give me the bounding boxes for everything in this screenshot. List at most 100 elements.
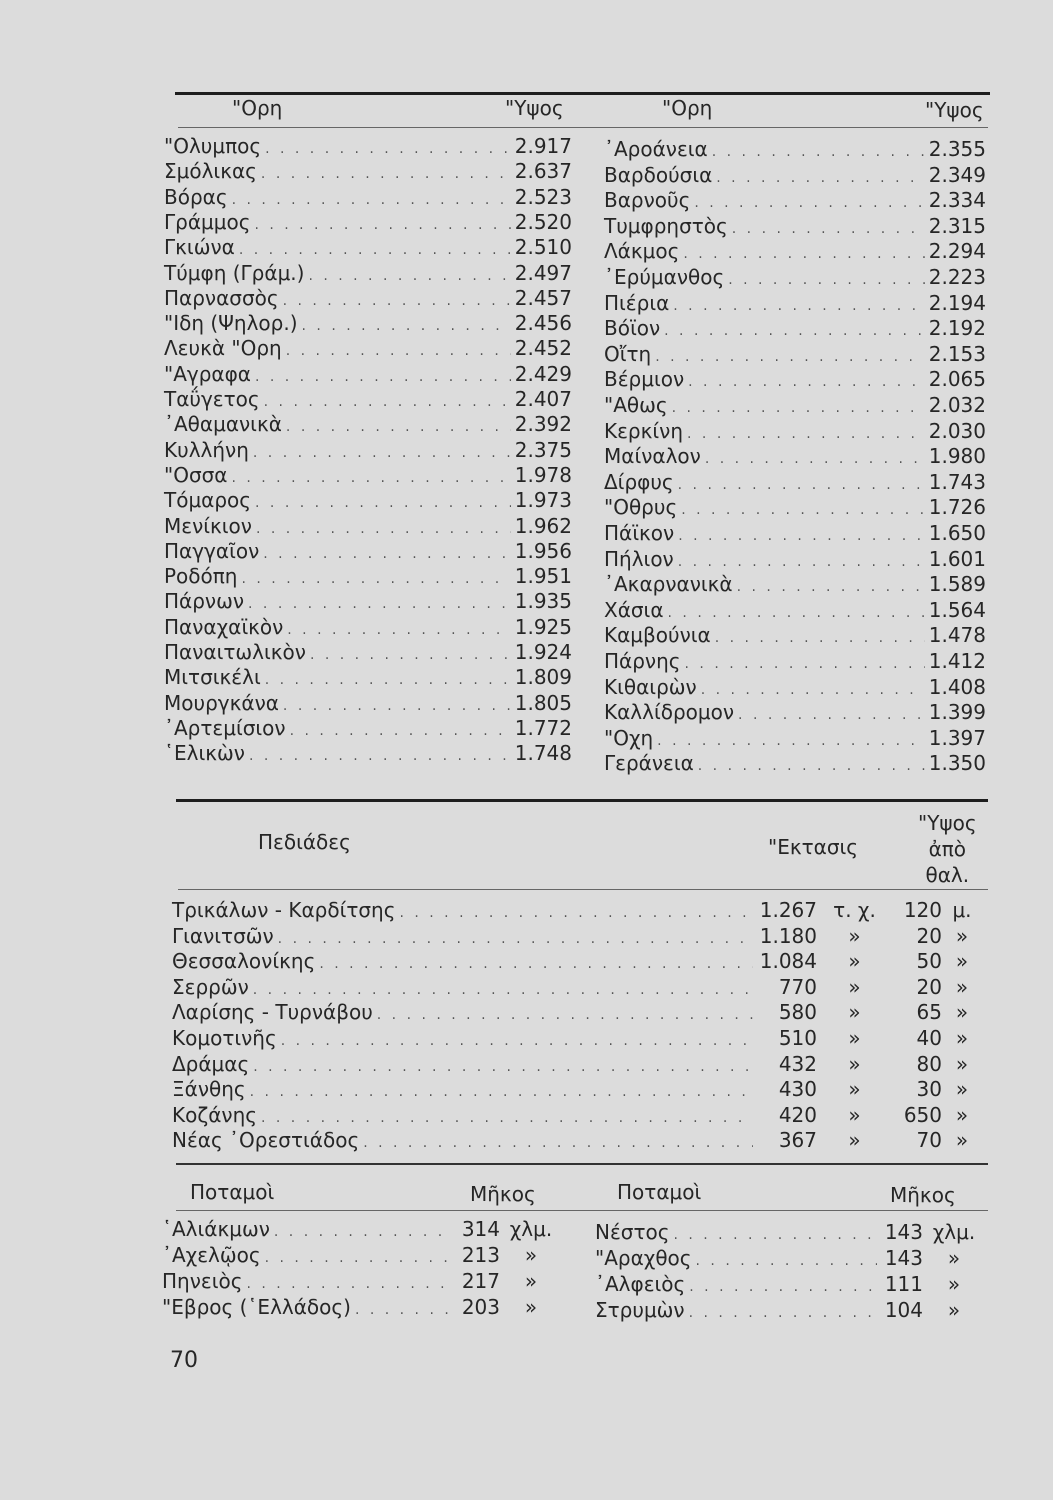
plain-row: Κομοτινῆς 510 » 40 » — [172, 1026, 982, 1051]
altitude-unit: » — [955, 974, 969, 999]
mountain-height: 2.510 — [514, 235, 572, 260]
mountain-name: "Οσσα — [164, 462, 228, 487]
mountain-name: ᾿Ακαρνανικὰ — [604, 572, 733, 597]
mountain-height: 2.407 — [514, 387, 572, 411]
mountain-name: "Αθως — [604, 393, 668, 417]
plain-altitude: 30 — [916, 1077, 942, 1102]
mountain-row: Μιτσικέλι 1.809 — [164, 665, 572, 690]
river-row: "Εβρος (῾Ελλάδος) 203 » — [162, 1295, 562, 1320]
plain-row: Τρικάλων - Καρδίτσης 1.267 τ. χ. 120 μ. — [172, 898, 982, 923]
mountain-row: Βόρας 2.523 — [164, 185, 572, 210]
dot-leader — [688, 370, 925, 395]
mountain-row: Δίρφυς 1.743 — [604, 470, 986, 495]
dot-leader — [261, 1106, 753, 1131]
dot-leader — [283, 289, 511, 314]
dot-leader — [283, 694, 511, 719]
dot-leader — [264, 390, 511, 415]
plain-altitude: 70 — [916, 1128, 942, 1153]
plain-area: 1.180 — [759, 923, 817, 948]
area-unit: » — [848, 1077, 861, 1102]
mountain-height: 2.497 — [514, 260, 572, 285]
mountain-row: Λάκμος 2.294 — [604, 239, 986, 264]
dot-leader — [716, 166, 924, 191]
mountain-name: "Οχη — [604, 725, 654, 750]
plain-altitude: 120 — [903, 898, 942, 922]
mountain-name: Λευκὰ "Ορη — [164, 336, 282, 361]
mountain-name: Βαρδούσια — [604, 162, 713, 187]
plain-name: Γιανιτσῶν — [172, 923, 274, 948]
mountain-row: "Αθως 2.032 — [604, 393, 986, 418]
dot-leader — [694, 191, 924, 216]
mountain-name: Σμόλικας — [164, 159, 257, 184]
mountain-row: Παναιτωλικὸν 1.924 — [164, 640, 572, 665]
mountain-height: 2.917 — [514, 134, 572, 158]
mountain-row: "Οθρυς 1.726 — [604, 495, 986, 520]
mountain-name: Παγγαῖον — [164, 538, 260, 563]
mountain-row: ᾿Ακαρνανικὰ 1.589 — [604, 572, 986, 597]
mountain-row: Πιέρια 2.194 — [604, 291, 986, 316]
altitude-unit: » — [955, 1000, 969, 1025]
mountain-height: 1.397 — [928, 725, 986, 750]
mountain-row: "Οχη 1.397 — [604, 726, 986, 751]
area-unit: » — [848, 923, 861, 948]
area-unit: » — [848, 1102, 861, 1127]
river-row: Νέστος 143 χλμ. — [595, 1220, 985, 1245]
dot-leader — [249, 744, 511, 769]
mountain-height: 1.564 — [928, 597, 986, 622]
dot-leader — [232, 188, 511, 213]
dot-leader — [248, 592, 511, 617]
rivers-header-rule — [176, 1210, 988, 1211]
river-row: Πηνειὸς 217 » — [162, 1269, 562, 1294]
mountain-height: 2.392 — [514, 412, 572, 437]
mountain-name: Βόρας — [164, 184, 228, 209]
mountain-name: Καλλίδρομον — [604, 700, 735, 725]
river-name: ᾿Αλφειὸς — [595, 1272, 686, 1296]
mountain-row: Ταΰγετος 2.407 — [164, 387, 572, 412]
dot-leader — [254, 213, 510, 238]
mountain-row: Καμβούνια 1.478 — [604, 623, 986, 648]
river-name: Πηνειὸς — [162, 1269, 243, 1293]
top-rule — [175, 92, 990, 95]
mountain-height: 2.375 — [514, 437, 572, 462]
area-unit: » — [848, 949, 861, 974]
dot-leader — [281, 1029, 753, 1054]
plain-row: Θεσσαλονίκης 1.084 » 50 » — [172, 949, 982, 974]
mountain-name: Βαρνοῦς — [604, 188, 691, 213]
mountain-row: Βαρδούσια 2.349 — [604, 163, 986, 188]
mountain-row: Πάρνων 1.935 — [164, 589, 572, 614]
mountain-row: "Οσσα 1.978 — [164, 463, 572, 488]
mountain-name: Πήλιον — [604, 546, 674, 571]
dot-leader — [664, 319, 925, 344]
plain-name: Τρικάλων - Καρδίτσης — [172, 898, 396, 922]
mountain-row: Πήλιον 1.601 — [604, 547, 986, 572]
page-number: 70 — [170, 1348, 198, 1373]
mountain-name: Ταΰγετος — [164, 387, 260, 411]
dot-leader — [681, 498, 925, 523]
plains-header-name: Πεδιάδες — [258, 830, 351, 854]
mountain-height: 1.478 — [928, 623, 986, 648]
river-row: ᾿Αλφειὸς 111 » — [595, 1272, 985, 1297]
dot-leader — [255, 365, 511, 390]
mountain-row: Μενίκιον 1.962 — [164, 514, 572, 539]
mountain-name: Τύμφη (Γράμ.) — [164, 260, 305, 285]
dot-leader — [678, 473, 925, 498]
mountain-name: ῾Ελικὼν — [164, 741, 245, 766]
dot-leader — [253, 1055, 753, 1080]
altitude-unit: » — [955, 923, 969, 948]
mountain-height: 2.192 — [928, 316, 986, 341]
area-unit: » — [848, 1128, 861, 1153]
river-name: "Εβρος (῾Ελλάδος) — [162, 1295, 351, 1319]
mountain-height: 1.726 — [928, 495, 986, 520]
area-unit: » — [848, 1000, 861, 1025]
length-unit: » — [524, 1269, 538, 1293]
mountain-height: 2.065 — [928, 367, 986, 392]
mountain-height: 2.032 — [928, 393, 986, 417]
river-length: 143 — [884, 1220, 923, 1244]
plain-area: 1.084 — [759, 949, 817, 974]
plain-row: Κοζάνης 420 » 650 » — [172, 1103, 982, 1128]
dot-leader — [701, 678, 925, 703]
mountain-row: Τύμφη (Γράμ.) 2.497 — [164, 261, 572, 286]
altitude-label-2: ἀπὸ — [928, 837, 967, 861]
mountain-name: Λάκμος — [604, 239, 680, 264]
dot-leader — [255, 491, 511, 516]
